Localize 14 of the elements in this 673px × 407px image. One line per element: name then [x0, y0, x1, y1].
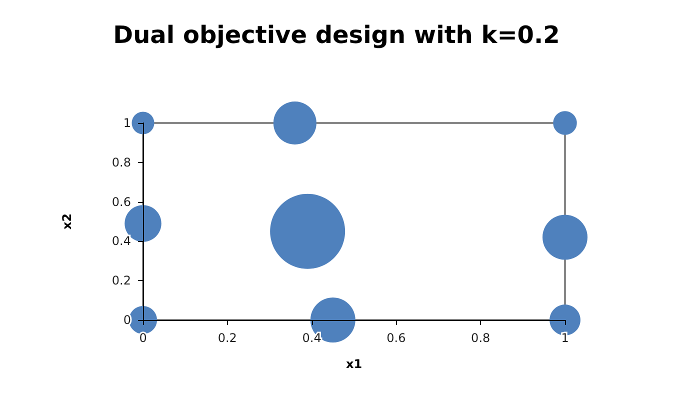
y-tick-label: 1	[123, 116, 131, 130]
y-tick-label: 0.6	[112, 194, 131, 209]
y-axis-title: x2	[60, 213, 74, 230]
x-tick-label: 0.8	[471, 331, 490, 345]
x-tick-label: 0.2	[218, 331, 237, 345]
x-tick-label: 0.4	[302, 331, 322, 345]
y-tick-label: 0.8	[112, 155, 131, 170]
y-tick-label: 0.4	[112, 234, 131, 248]
chart-title: Dual objective design with k=0.2	[113, 21, 560, 49]
x-tick-label: 0.6	[386, 331, 406, 345]
y-tick-label: 0.2	[112, 274, 131, 288]
x-tick-label: 1	[561, 331, 569, 345]
x-axis-title: x1	[346, 357, 362, 371]
x-tick-label: 0	[139, 331, 147, 345]
